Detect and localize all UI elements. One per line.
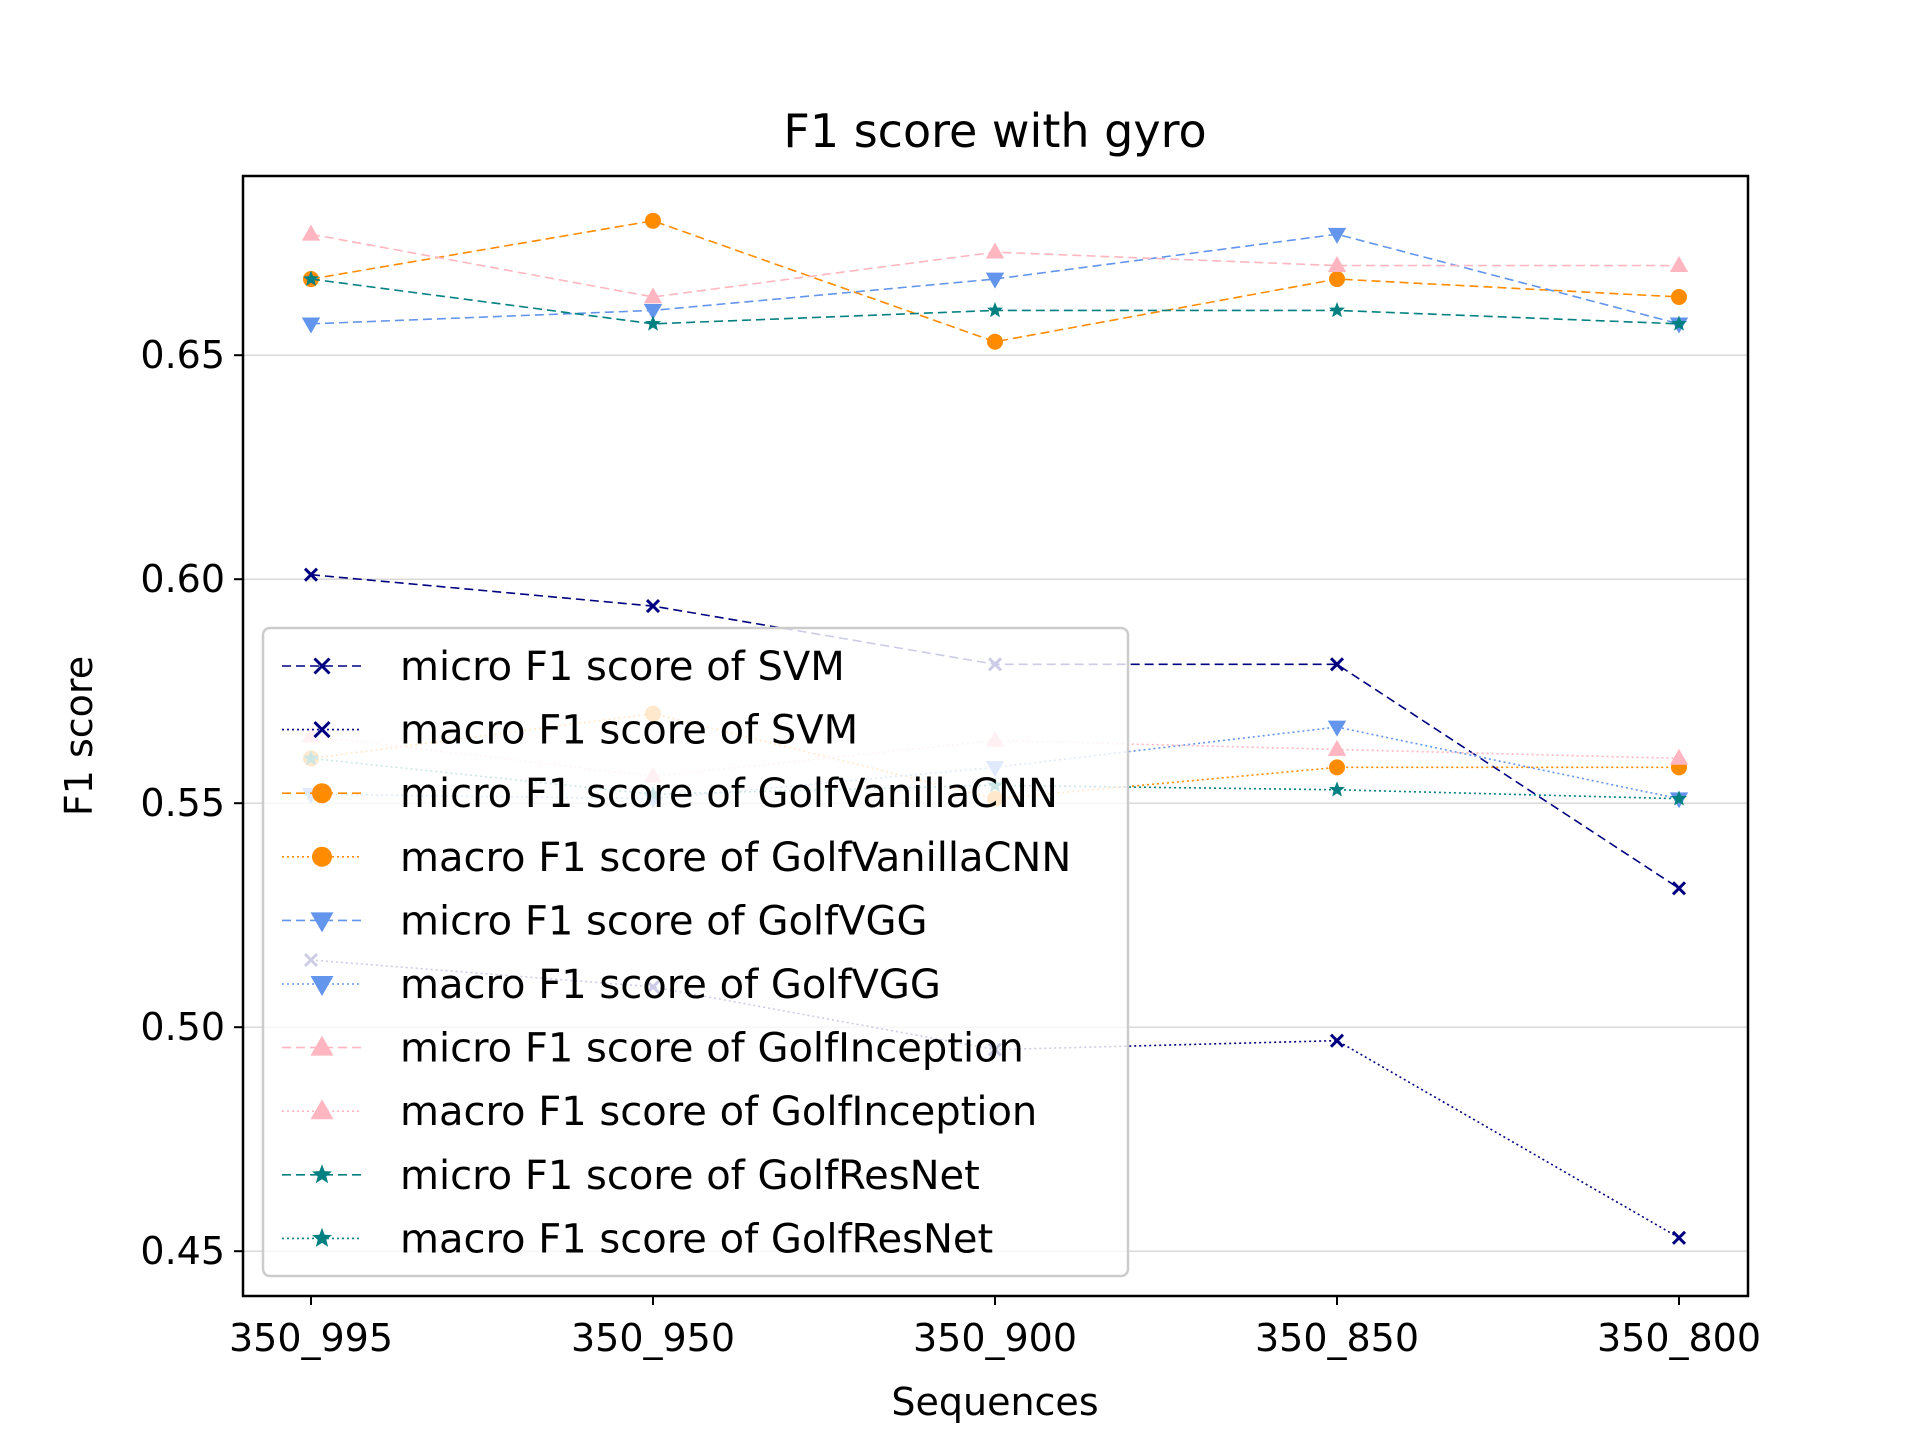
data-point: [643, 304, 663, 320]
y-tick-label: 0.60: [140, 557, 225, 601]
y-tick-label: 0.65: [140, 333, 225, 377]
y-tick-label: 0.50: [140, 1005, 225, 1049]
series-2: [303, 212, 1687, 350]
legend-item: macro F1 score of GolfInception: [282, 1089, 1037, 1135]
legend-label: micro F1 score of GolfVGG: [400, 898, 927, 944]
data-point: [643, 287, 663, 304]
legend-marker: [312, 1164, 332, 1184]
data-point: [987, 302, 1003, 318]
legend-box: [261, 626, 1130, 1278]
y-axis: 0.45 0.50 0.55 0.60 0.65: [140, 333, 243, 1273]
legend-label: macro F1 score of GolfVanillaCNN: [400, 835, 1071, 881]
legend-label: macro F1 score of GolfVGG: [400, 962, 941, 1008]
legend-marker: [313, 657, 331, 675]
legend-item: macro F1 score of GolfVGG: [282, 962, 941, 1008]
legend-label: macro F1 score of GolfInception: [400, 1089, 1037, 1135]
data-point: [645, 315, 661, 331]
data-point: [1671, 288, 1687, 305]
data-point: [1329, 759, 1345, 776]
legend-item: micro F1 score of GolfVanillaCNN: [282, 771, 1058, 817]
data-point: [1671, 315, 1687, 331]
legend-label: micro F1 score of GolfVanillaCNN: [400, 771, 1058, 817]
legend-label: micro F1 score of GolfInception: [400, 1026, 1024, 1072]
x-tick-label: 350_995: [229, 1316, 393, 1360]
legend-marker: [310, 912, 334, 933]
data-point: [1329, 271, 1345, 288]
data-point: [301, 224, 321, 241]
x-axis: 350_995 350_950 350_900 350_850 350_800: [229, 1296, 1761, 1360]
data-point: [1671, 881, 1687, 896]
legend-marker: [312, 846, 332, 867]
data-point: [1329, 657, 1345, 672]
legend-marker: [310, 1099, 334, 1120]
data-point: [1329, 302, 1345, 318]
data-point: [645, 212, 661, 229]
data-point: [1329, 781, 1345, 797]
data-point: [645, 599, 661, 614]
legend-label: macro F1 score of SVM: [400, 708, 858, 754]
data-point: [303, 567, 319, 582]
data-point: [1327, 227, 1347, 244]
data-point: [985, 242, 1005, 259]
data-point: [1329, 1033, 1345, 1048]
legend-marker: [310, 1035, 334, 1056]
legend-item: macro F1 score of GolfResNet: [282, 1216, 993, 1262]
chart-title: F1 score with gyro: [783, 104, 1206, 158]
data-point: [301, 317, 321, 334]
legend-item: micro F1 score of GolfVGG: [282, 898, 927, 944]
legend-item: micro F1 score of GolfResNet: [282, 1153, 980, 1199]
x-tick-label: 350_900: [913, 1316, 1077, 1360]
data-point: [1327, 739, 1347, 756]
legend-marker: [312, 1227, 332, 1247]
data-point: [1671, 790, 1687, 806]
series-line: [310, 219, 1680, 343]
x-tick-label: 350_850: [1255, 1316, 1419, 1360]
data-point: [1669, 256, 1689, 272]
y-axis-label: F1 score: [57, 656, 101, 816]
legend-marker: [310, 976, 334, 996]
data-point: [987, 333, 1003, 350]
legend-item: macro F1 score of GolfVanillaCNN: [282, 835, 1071, 881]
legend-label: micro F1 score of SVM: [400, 644, 845, 690]
series-8: [303, 270, 1687, 331]
legend-item: micro F1 score of GolfInception: [282, 1026, 1024, 1072]
legend-label: micro F1 score of GolfResNet: [400, 1153, 980, 1199]
legend-item: macro F1 score of SVM: [282, 708, 858, 754]
legend-marker: [313, 721, 331, 739]
data-point: [1669, 748, 1689, 765]
x-tick-label: 350_800: [1597, 1316, 1761, 1360]
data-point: [303, 270, 319, 286]
legend: micro F1 score of SVM macro F1 score of S…: [261, 626, 1130, 1278]
data-point: [1327, 256, 1347, 272]
series-line: [310, 233, 1680, 325]
x-tick-label: 350_950: [571, 1316, 735, 1360]
data-point: [985, 272, 1005, 289]
legend-label: macro F1 score of GolfResNet: [400, 1216, 993, 1262]
y-tick-label: 0.55: [140, 781, 225, 825]
x-axis-label: Sequences: [891, 1380, 1098, 1424]
data-point: [1671, 1230, 1687, 1245]
legend-item: micro F1 score of SVM: [282, 644, 845, 690]
legend-marker: [312, 783, 332, 804]
series-6: [301, 224, 1689, 304]
data-point: [1327, 720, 1347, 737]
y-tick-label: 0.45: [140, 1229, 225, 1273]
